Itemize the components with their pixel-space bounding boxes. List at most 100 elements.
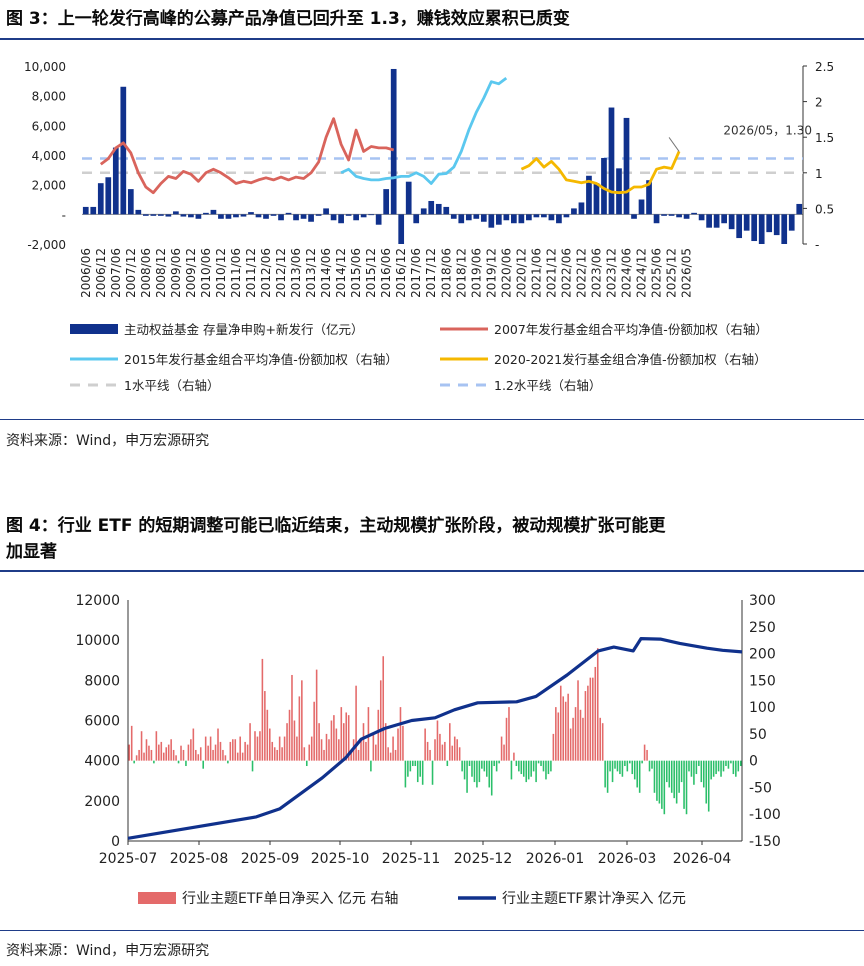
- x-tick-label: 2010/06: [199, 248, 213, 298]
- bar-daily-net-buy: [579, 709, 582, 761]
- bar-daily-net-buy: [638, 760, 641, 793]
- bar-net-subscription: [330, 214, 337, 221]
- bar-net-subscription: [390, 68, 397, 215]
- x-tick-label: 2024/06: [620, 248, 634, 298]
- bar-daily-net-buy: [222, 749, 224, 761]
- bar-daily-net-buy: [249, 723, 251, 761]
- bar-daily-net-buy: [641, 760, 643, 764]
- bar-daily-net-buy: [621, 760, 624, 777]
- x-tick-label: 2007/06: [109, 248, 123, 298]
- bar-net-subscription: [233, 214, 239, 218]
- bar-daily-net-buy: [293, 720, 296, 761]
- bar-daily-net-buy: [313, 701, 315, 761]
- bar-daily-net-buy: [490, 760, 493, 796]
- bar-net-subscription: [428, 200, 435, 215]
- series-line-2: [340, 76, 508, 185]
- bar-net-subscription: [443, 206, 450, 215]
- bar-net-subscription: [120, 86, 127, 215]
- bar-daily-net-buy: [712, 760, 715, 777]
- legend-label: 1水平线（右轴）: [124, 378, 219, 393]
- bar-daily-net-buy: [631, 760, 634, 775]
- bar-net-subscription: [638, 199, 645, 215]
- bar-daily-net-buy: [577, 680, 579, 761]
- figure4-title-line1: 图 4：行业 ETF 的短期调整可能已临近结束，主动规模扩张阶段，被动规模扩张可…: [6, 516, 666, 536]
- x-tick-label: 2021/06: [529, 248, 543, 298]
- bar-daily-net-buy: [476, 760, 478, 788]
- bar-daily-net-buy: [518, 760, 520, 772]
- bar-daily-net-buy: [291, 674, 293, 761]
- figure3-title: 图 3：上一轮发行高峰的公募产品净值已回升至 1.3，赚钱效应累积已质变: [6, 9, 570, 29]
- bar-daily-net-buy: [552, 733, 555, 761]
- bar-daily-net-buy: [705, 760, 708, 804]
- bar-daily-net-buy: [392, 736, 394, 761]
- left-tick-label: 2,000: [32, 179, 66, 193]
- bar-net-subscription: [541, 214, 547, 218]
- bar-daily-net-buy: [162, 752, 165, 761]
- bar-daily-net-buy: [646, 749, 648, 761]
- figure4-source: 资料来源：Wind，申万宏源研究: [6, 943, 210, 959]
- bar-daily-net-buy: [582, 717, 584, 761]
- bar-daily-net-buy: [335, 728, 338, 761]
- bar-net-subscription: [255, 214, 262, 218]
- bar-daily-net-buy: [601, 723, 604, 761]
- bar-daily-net-buy: [574, 707, 577, 761]
- bar-daily-net-buy: [195, 749, 197, 761]
- bar-daily-net-buy: [683, 760, 685, 809]
- right-tick-label: 300: [749, 593, 776, 609]
- bar-daily-net-buy: [429, 749, 431, 761]
- bar-daily-net-buy: [229, 741, 232, 761]
- bar-net-subscription: [338, 214, 344, 224]
- bar-daily-net-buy: [214, 744, 217, 761]
- bar-daily-net-buy: [596, 648, 599, 761]
- bar-daily-net-buy: [283, 736, 286, 761]
- bar-daily-net-buy: [281, 747, 283, 761]
- bar-net-subscription: [503, 214, 510, 221]
- x-tick-label: 2026/05: [680, 248, 694, 298]
- bar-net-subscription: [308, 214, 314, 222]
- legend-label: 2015年发行基金组合平均净值-份额加权（右轴）: [124, 352, 398, 367]
- bar-daily-net-buy: [389, 752, 392, 761]
- x-tick-label: 2013/06: [289, 248, 303, 298]
- bar-daily-net-buy: [357, 749, 360, 761]
- bar-daily-net-buy: [473, 760, 476, 783]
- annotation-label: 2026/05，1.30: [723, 123, 812, 137]
- legend-swatch-bar: [70, 324, 118, 334]
- bar-daily-net-buy: [493, 760, 495, 767]
- left-tick-label: 0: [111, 834, 120, 850]
- right-tick-label: 2.5: [815, 60, 834, 74]
- bar-daily-net-buy: [424, 728, 426, 761]
- bar-daily-net-buy: [219, 741, 222, 761]
- annotation-leader: [668, 137, 680, 152]
- bar-daily-net-buy: [140, 731, 143, 761]
- bar-daily-net-buy: [367, 707, 370, 761]
- bar-net-subscription: [345, 214, 352, 216]
- bar-net-subscription: [608, 107, 615, 215]
- bar-daily-net-buy: [658, 760, 661, 804]
- bar-daily-net-buy: [532, 760, 535, 772]
- bar-daily-net-buy: [651, 760, 653, 769]
- x-tick-label: 2025-11: [382, 851, 441, 867]
- x-tick-label: 2014/12: [334, 248, 348, 298]
- legend-label: 行业主题ETF单日净买入 亿元 右轴: [182, 891, 398, 907]
- bar-net-subscription: [518, 214, 525, 224]
- bar-net-subscription: [225, 214, 232, 219]
- bar-daily-net-buy: [555, 707, 557, 761]
- bar-daily-net-buy: [138, 749, 140, 761]
- x-tick-label: 2015/12: [364, 248, 378, 298]
- bar-daily-net-buy: [256, 736, 259, 761]
- bar-net-subscription: [135, 209, 142, 215]
- bar-daily-net-buy: [547, 760, 550, 775]
- x-tick-label: 2025-10: [311, 851, 370, 867]
- bar-net-subscription: [736, 214, 743, 239]
- series-line-3: [520, 150, 681, 195]
- x-tick-label: 2009/12: [184, 248, 198, 298]
- bar-net-subscription: [578, 202, 585, 215]
- bar-daily-net-buy: [204, 736, 207, 761]
- right-tick-label: 150: [749, 673, 776, 689]
- right-tick-label: -: [815, 238, 819, 252]
- x-tick-label: 2008/12: [154, 248, 168, 298]
- bar-net-subscription: [150, 214, 157, 216]
- x-tick-label: 2020/12: [514, 248, 528, 298]
- bar-daily-net-buy: [589, 677, 592, 761]
- bar-daily-net-buy: [421, 760, 424, 785]
